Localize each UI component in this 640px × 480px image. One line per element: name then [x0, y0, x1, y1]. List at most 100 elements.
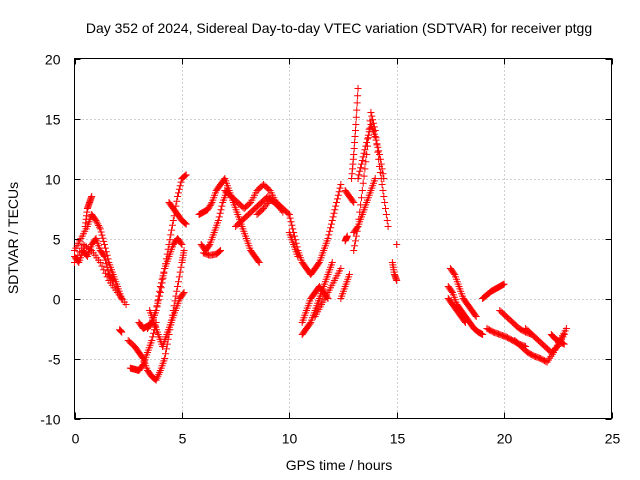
data-point — [359, 179, 367, 187]
plot-frame — [74, 58, 612, 419]
data-point — [353, 99, 361, 107]
series-track-39 — [511, 325, 570, 366]
data-point — [371, 175, 379, 182]
data-point — [330, 209, 338, 217]
x-tick-label: 10 — [282, 431, 298, 447]
data-point — [118, 328, 126, 336]
series-track-22 — [302, 181, 345, 278]
data-point — [148, 337, 156, 344]
data-point — [363, 135, 371, 143]
data-point — [156, 287, 164, 295]
data-point — [333, 199, 341, 206]
data-point — [72, 255, 80, 263]
data-point — [122, 301, 130, 308]
data-point — [216, 247, 224, 255]
data-point — [155, 292, 163, 300]
series-track-8 — [135, 171, 190, 332]
data-point — [74, 251, 82, 259]
series-track-32 — [393, 241, 401, 248]
data-point — [205, 203, 213, 211]
data-point — [357, 164, 365, 172]
x-tick-label: 0 — [72, 431, 80, 447]
data-point — [358, 157, 366, 164]
data-point — [254, 257, 262, 265]
data-point — [562, 325, 570, 332]
data-point — [285, 211, 293, 218]
data-point — [95, 223, 103, 231]
data-point — [91, 215, 99, 223]
series-track-1 — [71, 211, 126, 302]
data-point — [159, 272, 167, 280]
series-track-30 — [350, 175, 379, 236]
data-point — [376, 151, 384, 158]
y-tick-label: 0 — [53, 292, 61, 308]
data-point — [286, 214, 294, 222]
data-point — [180, 247, 188, 254]
series-track-40 — [522, 325, 568, 356]
data-point — [325, 231, 333, 239]
data-point — [102, 260, 110, 268]
data-point — [327, 220, 335, 228]
data-point — [101, 241, 109, 248]
data-point — [177, 239, 185, 247]
data-point — [206, 201, 214, 209]
data-point — [217, 247, 225, 254]
series-track-41 — [547, 331, 568, 348]
data-point — [101, 253, 109, 260]
data-point — [334, 191, 342, 199]
data-point — [351, 139, 359, 146]
data-point — [375, 147, 383, 155]
data-point — [326, 227, 334, 235]
data-point — [100, 266, 108, 274]
data-point — [379, 170, 387, 178]
data-point — [353, 106, 361, 114]
data-point — [287, 218, 295, 226]
data-point — [380, 193, 388, 200]
data-point — [371, 133, 379, 140]
data-point — [352, 232, 360, 240]
data-point — [174, 283, 182, 290]
y-tick-label: 15 — [45, 112, 61, 128]
data-point — [332, 202, 340, 210]
data-point — [362, 142, 370, 150]
data-point — [335, 188, 343, 196]
data-point — [101, 256, 109, 264]
data-point — [174, 193, 182, 200]
data-point — [382, 211, 390, 218]
data-point — [328, 259, 336, 266]
series-track-17 — [253, 196, 287, 218]
data-point — [179, 290, 187, 298]
data-point — [349, 197, 357, 205]
data-point — [180, 172, 188, 180]
data-point — [154, 297, 162, 305]
y-axis-title: SDTVAR / TECUs — [5, 182, 21, 294]
x-tick-label: 5 — [179, 431, 187, 447]
x-axis-title: GPS time / hours — [286, 457, 393, 473]
data-point — [357, 194, 365, 202]
data-point — [354, 85, 362, 92]
data-point — [98, 231, 106, 239]
series-track-23 — [311, 265, 345, 320]
series-track-7 — [126, 319, 160, 374]
data-point — [100, 237, 108, 245]
data-point — [162, 350, 170, 358]
data-point — [306, 320, 314, 328]
data-point — [157, 279, 165, 287]
data-point — [255, 259, 263, 266]
data-point — [98, 262, 106, 270]
data-point — [180, 289, 188, 296]
data-point — [289, 225, 297, 233]
y-tick-label: -5 — [48, 352, 61, 368]
data-point — [382, 205, 390, 212]
data-point — [361, 146, 369, 154]
series-track-29 — [354, 121, 388, 182]
data-point — [378, 181, 386, 188]
data-point — [354, 92, 362, 100]
data-point — [352, 113, 360, 121]
data-point — [162, 345, 170, 353]
axis-ticks: 0 5 10 15 20 25 -10 -5 0 5 10 15 20 — [40, 52, 620, 447]
data-point — [217, 206, 225, 214]
data-point — [374, 143, 382, 151]
data-point — [161, 355, 169, 362]
data-point — [108, 275, 116, 283]
